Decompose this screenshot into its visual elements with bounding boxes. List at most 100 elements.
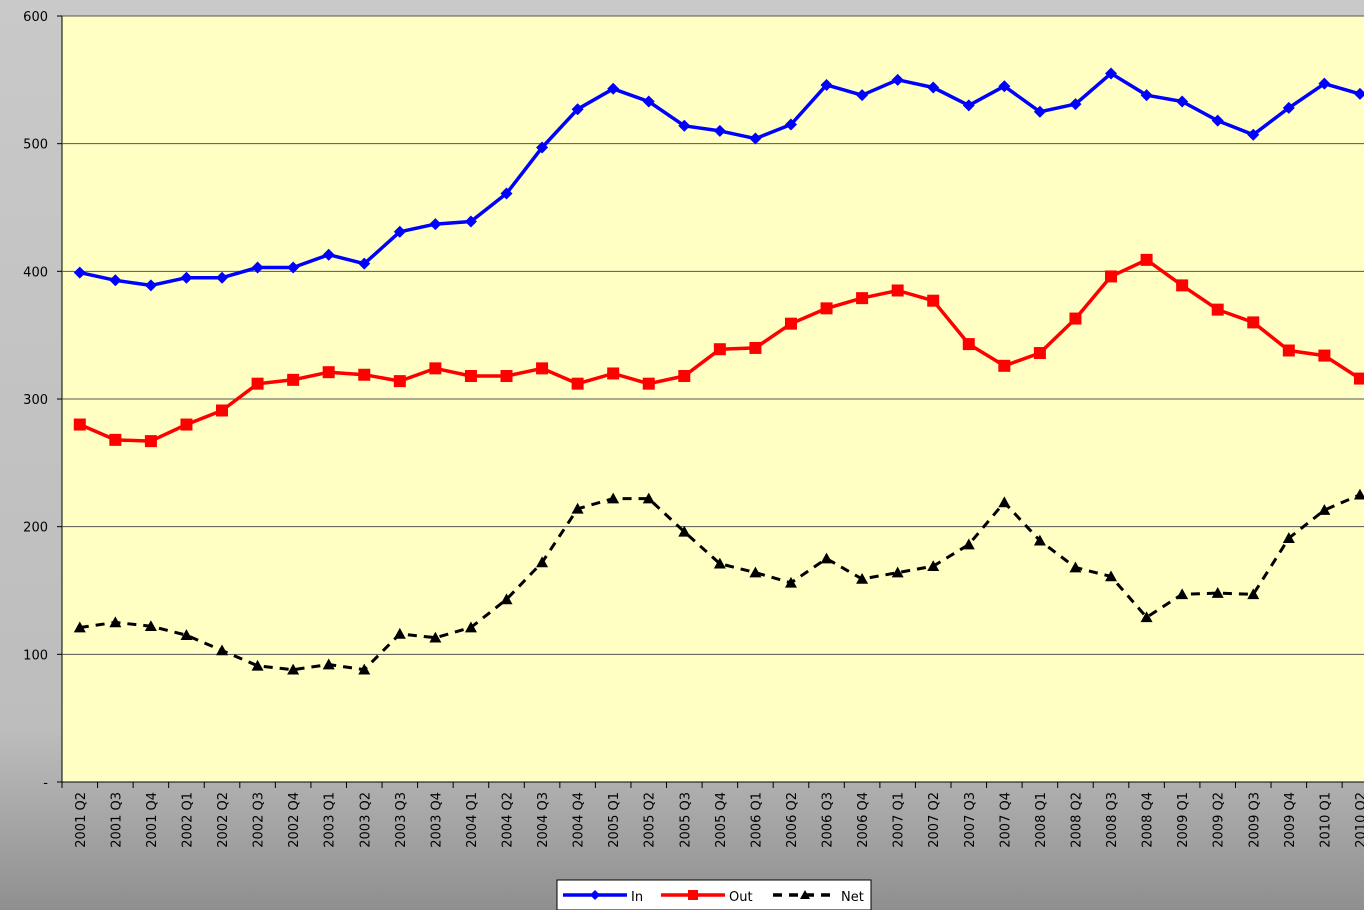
marker (1069, 312, 1082, 325)
marker (1247, 128, 1260, 141)
marker (1105, 270, 1118, 283)
marker (1033, 534, 1046, 546)
x-tick-label: 2002 Q1 (180, 792, 195, 848)
marker (962, 99, 975, 112)
marker (1282, 101, 1295, 114)
x-tick-label: 2003 Q1 (323, 792, 338, 848)
marker (800, 890, 810, 899)
marker (180, 418, 193, 431)
x-tick-label: 2002 Q4 (287, 792, 302, 848)
marker (1353, 488, 1364, 500)
x-tick-label: 2001 Q2 (74, 792, 89, 848)
marker (784, 576, 797, 588)
marker (927, 81, 940, 94)
marker (927, 560, 940, 572)
marker (1211, 114, 1224, 127)
marker (464, 621, 477, 633)
marker (571, 502, 584, 514)
x-tick-label: 2002 Q2 (216, 792, 231, 848)
x-tick-label: 2008 Q4 (1141, 792, 1156, 848)
marker (251, 377, 264, 390)
y-tick-label: 300 (23, 393, 48, 408)
marker (1211, 587, 1224, 598)
marker (109, 433, 122, 446)
x-tick-label: 2005 Q1 (607, 792, 622, 848)
x-tick-label: 2005 Q4 (714, 792, 729, 848)
marker (216, 644, 229, 656)
marker (713, 557, 726, 569)
x-tick-label: 2010 Q2 (1354, 792, 1364, 848)
marker (500, 370, 513, 383)
y-tick-label: 200 (23, 521, 48, 536)
marker (1247, 316, 1260, 329)
marker (642, 377, 655, 390)
marker (998, 496, 1011, 508)
marker (73, 621, 86, 633)
marker (322, 366, 335, 379)
legend-label: Net (841, 890, 864, 905)
marker (536, 362, 549, 375)
marker (1140, 611, 1153, 623)
marker (590, 890, 600, 900)
marker (713, 124, 726, 137)
x-tick-label: 2001 Q4 (145, 792, 160, 848)
marker (856, 292, 869, 305)
x-tick-label: 2003 Q4 (429, 792, 444, 848)
marker (180, 629, 193, 640)
x-tick-label: 2003 Q2 (358, 792, 373, 848)
marker (429, 631, 442, 643)
x-tick-label: 2008 Q3 (1105, 792, 1120, 848)
marker (856, 573, 869, 584)
marker (536, 141, 549, 154)
marker (713, 343, 726, 356)
marker (429, 362, 442, 375)
marker (962, 338, 975, 351)
x-tick-label: 2003 Q3 (394, 792, 409, 848)
y-tick-label: 600 (23, 10, 48, 25)
marker (1318, 349, 1331, 362)
marker (1176, 95, 1189, 108)
marker (393, 627, 406, 639)
marker (1282, 532, 1295, 543)
x-tick-label: 2001 Q3 (109, 792, 124, 848)
marker (1353, 87, 1364, 100)
marker (109, 616, 122, 628)
marker (891, 566, 904, 578)
marker (642, 95, 655, 108)
marker (73, 266, 86, 279)
marker (287, 373, 300, 386)
marker (571, 103, 584, 116)
marker (109, 274, 122, 287)
marker (607, 367, 620, 380)
x-tick-label: 2010 Q1 (1318, 792, 1333, 848)
marker (571, 377, 584, 390)
marker (749, 132, 762, 145)
marker (144, 279, 157, 292)
marker (607, 82, 620, 95)
marker (287, 261, 300, 274)
marker (820, 302, 833, 315)
marker (891, 73, 904, 86)
marker (500, 187, 513, 200)
marker (1069, 561, 1082, 573)
marker (1069, 98, 1082, 111)
marker (1247, 588, 1260, 600)
x-tick-label: 2007 Q2 (927, 792, 942, 848)
legend-label: In (631, 890, 643, 905)
x-tick-label: 2005 Q2 (643, 792, 658, 848)
marker (678, 370, 691, 383)
marker (688, 890, 698, 900)
marker (856, 89, 869, 102)
marker (678, 119, 691, 132)
x-tick-label: 2008 Q2 (1069, 792, 1084, 848)
marker (216, 404, 229, 417)
marker (1105, 570, 1118, 582)
marker (358, 663, 371, 675)
marker (287, 663, 300, 675)
marker (607, 492, 620, 504)
x-tick-label: 2009 Q4 (1283, 792, 1298, 848)
marker (429, 218, 442, 231)
marker (216, 271, 229, 284)
marker (1211, 303, 1224, 316)
marker (144, 620, 157, 632)
